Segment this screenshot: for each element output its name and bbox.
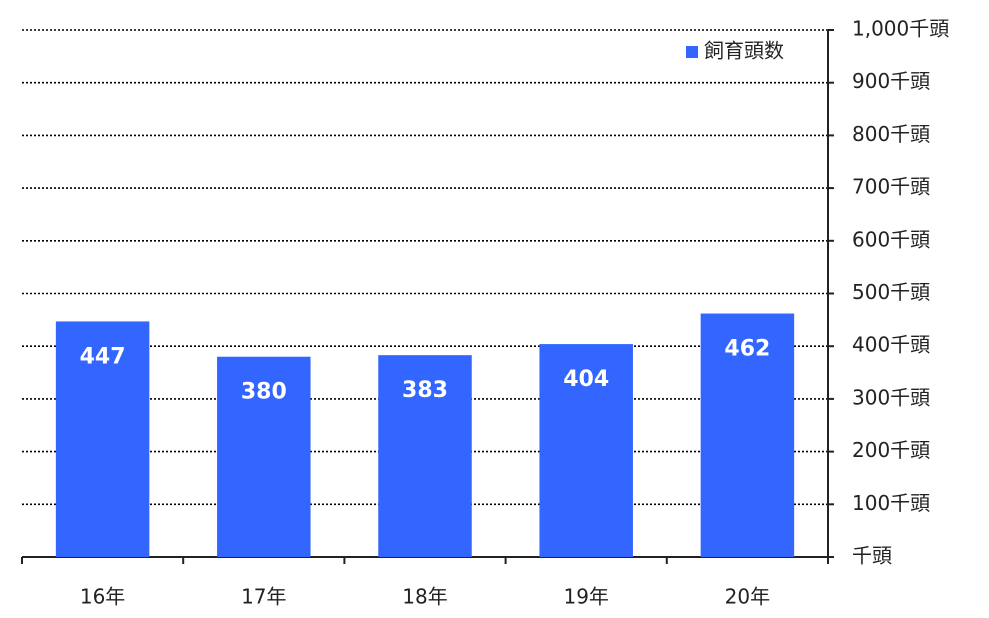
y-tick-label: 千頭 xyxy=(852,544,892,568)
bar xyxy=(539,344,633,557)
value-label: 462 xyxy=(724,337,770,362)
value-label: 447 xyxy=(80,344,126,369)
y-tick-label: 100千頭 xyxy=(852,491,930,515)
y-tick-label: 300千頭 xyxy=(852,385,930,409)
y-tick-label: 600千頭 xyxy=(852,227,930,251)
y-tick-label: 1,000千頭 xyxy=(852,17,949,41)
bar xyxy=(217,356,311,557)
y-tick-label: 200千頭 xyxy=(852,438,930,462)
x-tick-label: 19年 xyxy=(563,585,608,609)
bar xyxy=(378,355,472,557)
y-tick-label: 500千頭 xyxy=(852,280,930,304)
x-tick-label: 16年 xyxy=(80,585,125,609)
legend-label: 飼育頭数 xyxy=(704,39,784,63)
y-tick-label: 400千頭 xyxy=(852,333,930,357)
y-tick-label: 800千頭 xyxy=(852,122,930,146)
bar xyxy=(700,313,795,557)
value-label: 383 xyxy=(402,378,448,403)
x-tick-label: 17年 xyxy=(241,585,286,609)
bar xyxy=(55,321,150,557)
value-label: 404 xyxy=(563,367,609,392)
value-label: 380 xyxy=(241,380,287,405)
legend-swatch xyxy=(686,46,698,58)
x-tick-label: 20年 xyxy=(725,585,770,609)
x-tick-label: 18年 xyxy=(402,585,447,609)
y-tick-label: 700千頭 xyxy=(852,175,930,199)
y-tick-label: 900千頭 xyxy=(852,69,930,93)
